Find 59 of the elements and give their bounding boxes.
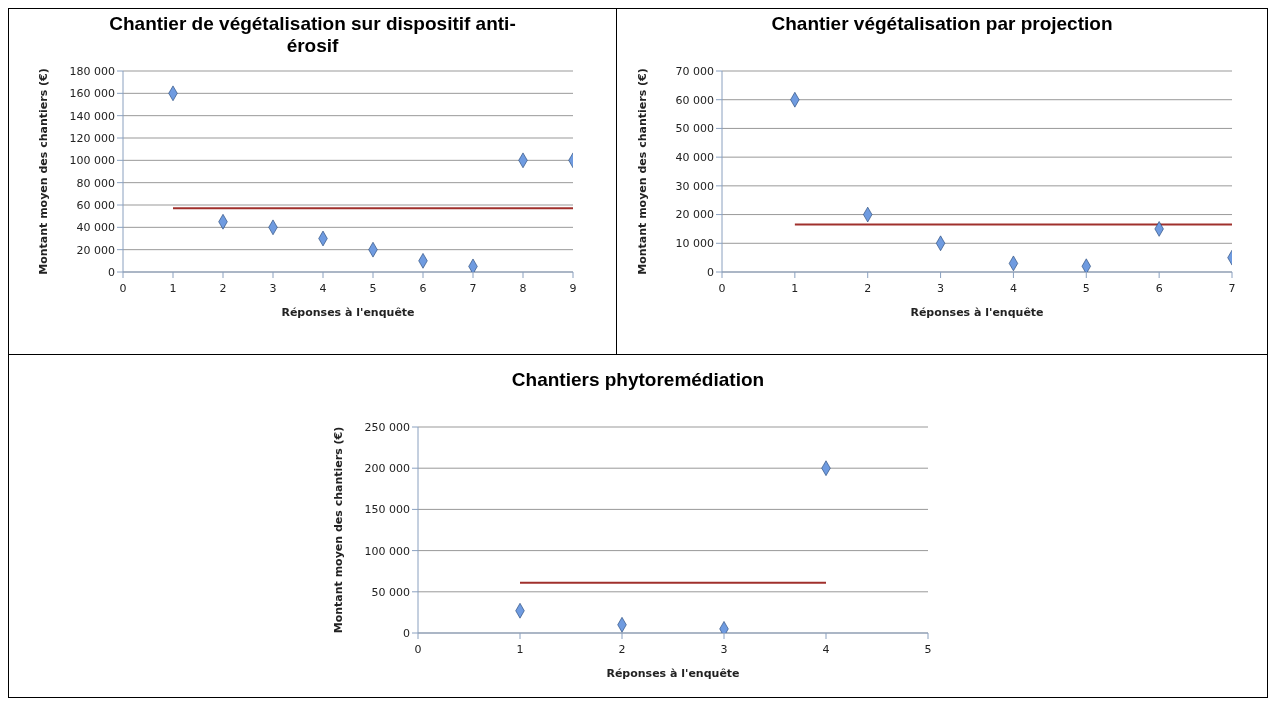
- x-tick-label: 0: [119, 282, 126, 295]
- y-tick-label: 10 000: [675, 237, 714, 251]
- y-tick-label: 70 000: [675, 64, 714, 78]
- x-tick-label: 2: [618, 643, 626, 656]
- x-tick-label: 8: [519, 282, 526, 295]
- x-tick-label: 1: [791, 282, 799, 295]
- y-tick-label: 20 000: [675, 208, 714, 222]
- x-tick-label: 4: [319, 282, 326, 295]
- y-tick-label: 30 000: [675, 179, 714, 193]
- x-tick-label: 7: [469, 282, 476, 295]
- y-tick-label: 100 000: [364, 544, 410, 558]
- y-tick-label: 250 000: [364, 420, 410, 434]
- y-tick-label: 180 000: [69, 64, 115, 78]
- y-tick-label: 140 000: [69, 109, 115, 123]
- x-tick-label: 0: [718, 282, 726, 295]
- y-tick-label: 0: [107, 265, 115, 279]
- x-axis-title: Réponses à l'enquête: [910, 306, 1044, 319]
- point: [1081, 258, 1091, 272]
- y-tick-label: 60 000: [76, 198, 115, 212]
- y-axis-title: Montant moyen des chantiers (€): [331, 426, 345, 634]
- chart-title: Chantier végétalisation par projection: [770, 13, 1114, 36]
- x-tick-label: 5: [924, 643, 932, 656]
- x-axis-title: Réponses à l'enquête: [606, 667, 740, 680]
- x-tick-label: 4: [822, 643, 830, 656]
- x-tick-label: 3: [269, 282, 276, 295]
- y-tick-label: 150 000: [364, 503, 410, 517]
- x-tick-label: 0: [414, 643, 422, 656]
- y-axis-title: Montant moyen des chantiers (€): [36, 68, 50, 275]
- y-tick-label: 20 000: [76, 243, 115, 257]
- x-tick-label: 9: [569, 282, 576, 295]
- x-tick-label: 2: [219, 282, 226, 295]
- y-tick-label: 80 000: [76, 176, 115, 190]
- y-tick-label: 50 000: [371, 585, 410, 599]
- x-tick-label: 7: [1228, 282, 1236, 295]
- x-tick-label: 3: [937, 282, 945, 295]
- x-tick-label: 5: [369, 282, 376, 295]
- x-tick-label: 6: [1155, 282, 1163, 295]
- y-tick-label: 120 000: [69, 131, 115, 145]
- y-tick-label: 40 000: [76, 221, 115, 235]
- y-tick-label: 60 000: [675, 93, 714, 107]
- x-axis-title: Réponses à l'enquête: [280, 306, 415, 319]
- x-tick-label: 3: [720, 643, 728, 656]
- x-tick-label: 1: [516, 643, 524, 656]
- x-tick-label: 6: [419, 282, 426, 295]
- y-axis-title: Montant moyen des chantiers (€): [635, 68, 649, 275]
- chart-title: Chantier de végétalisation sur dispositif anti-érosif: [108, 13, 517, 58]
- y-tick-label: 0: [403, 626, 410, 640]
- x-tick-label: 1: [169, 282, 176, 295]
- chart-title: Chantiers phytoremédiation: [510, 369, 766, 392]
- x-tick-label: 2: [864, 282, 872, 295]
- x-tick-label: 5: [1082, 282, 1090, 295]
- x-tick-label: 4: [1009, 282, 1017, 295]
- y-tick-label: 50 000: [675, 122, 714, 136]
- y-tick-label: 100 000: [69, 154, 115, 168]
- y-tick-label: 0: [707, 265, 714, 279]
- y-tick-label: 200 000: [364, 462, 410, 476]
- y-tick-label: 160 000: [69, 87, 115, 101]
- point: [467, 258, 478, 272]
- y-tick-label: 40 000: [675, 151, 714, 165]
